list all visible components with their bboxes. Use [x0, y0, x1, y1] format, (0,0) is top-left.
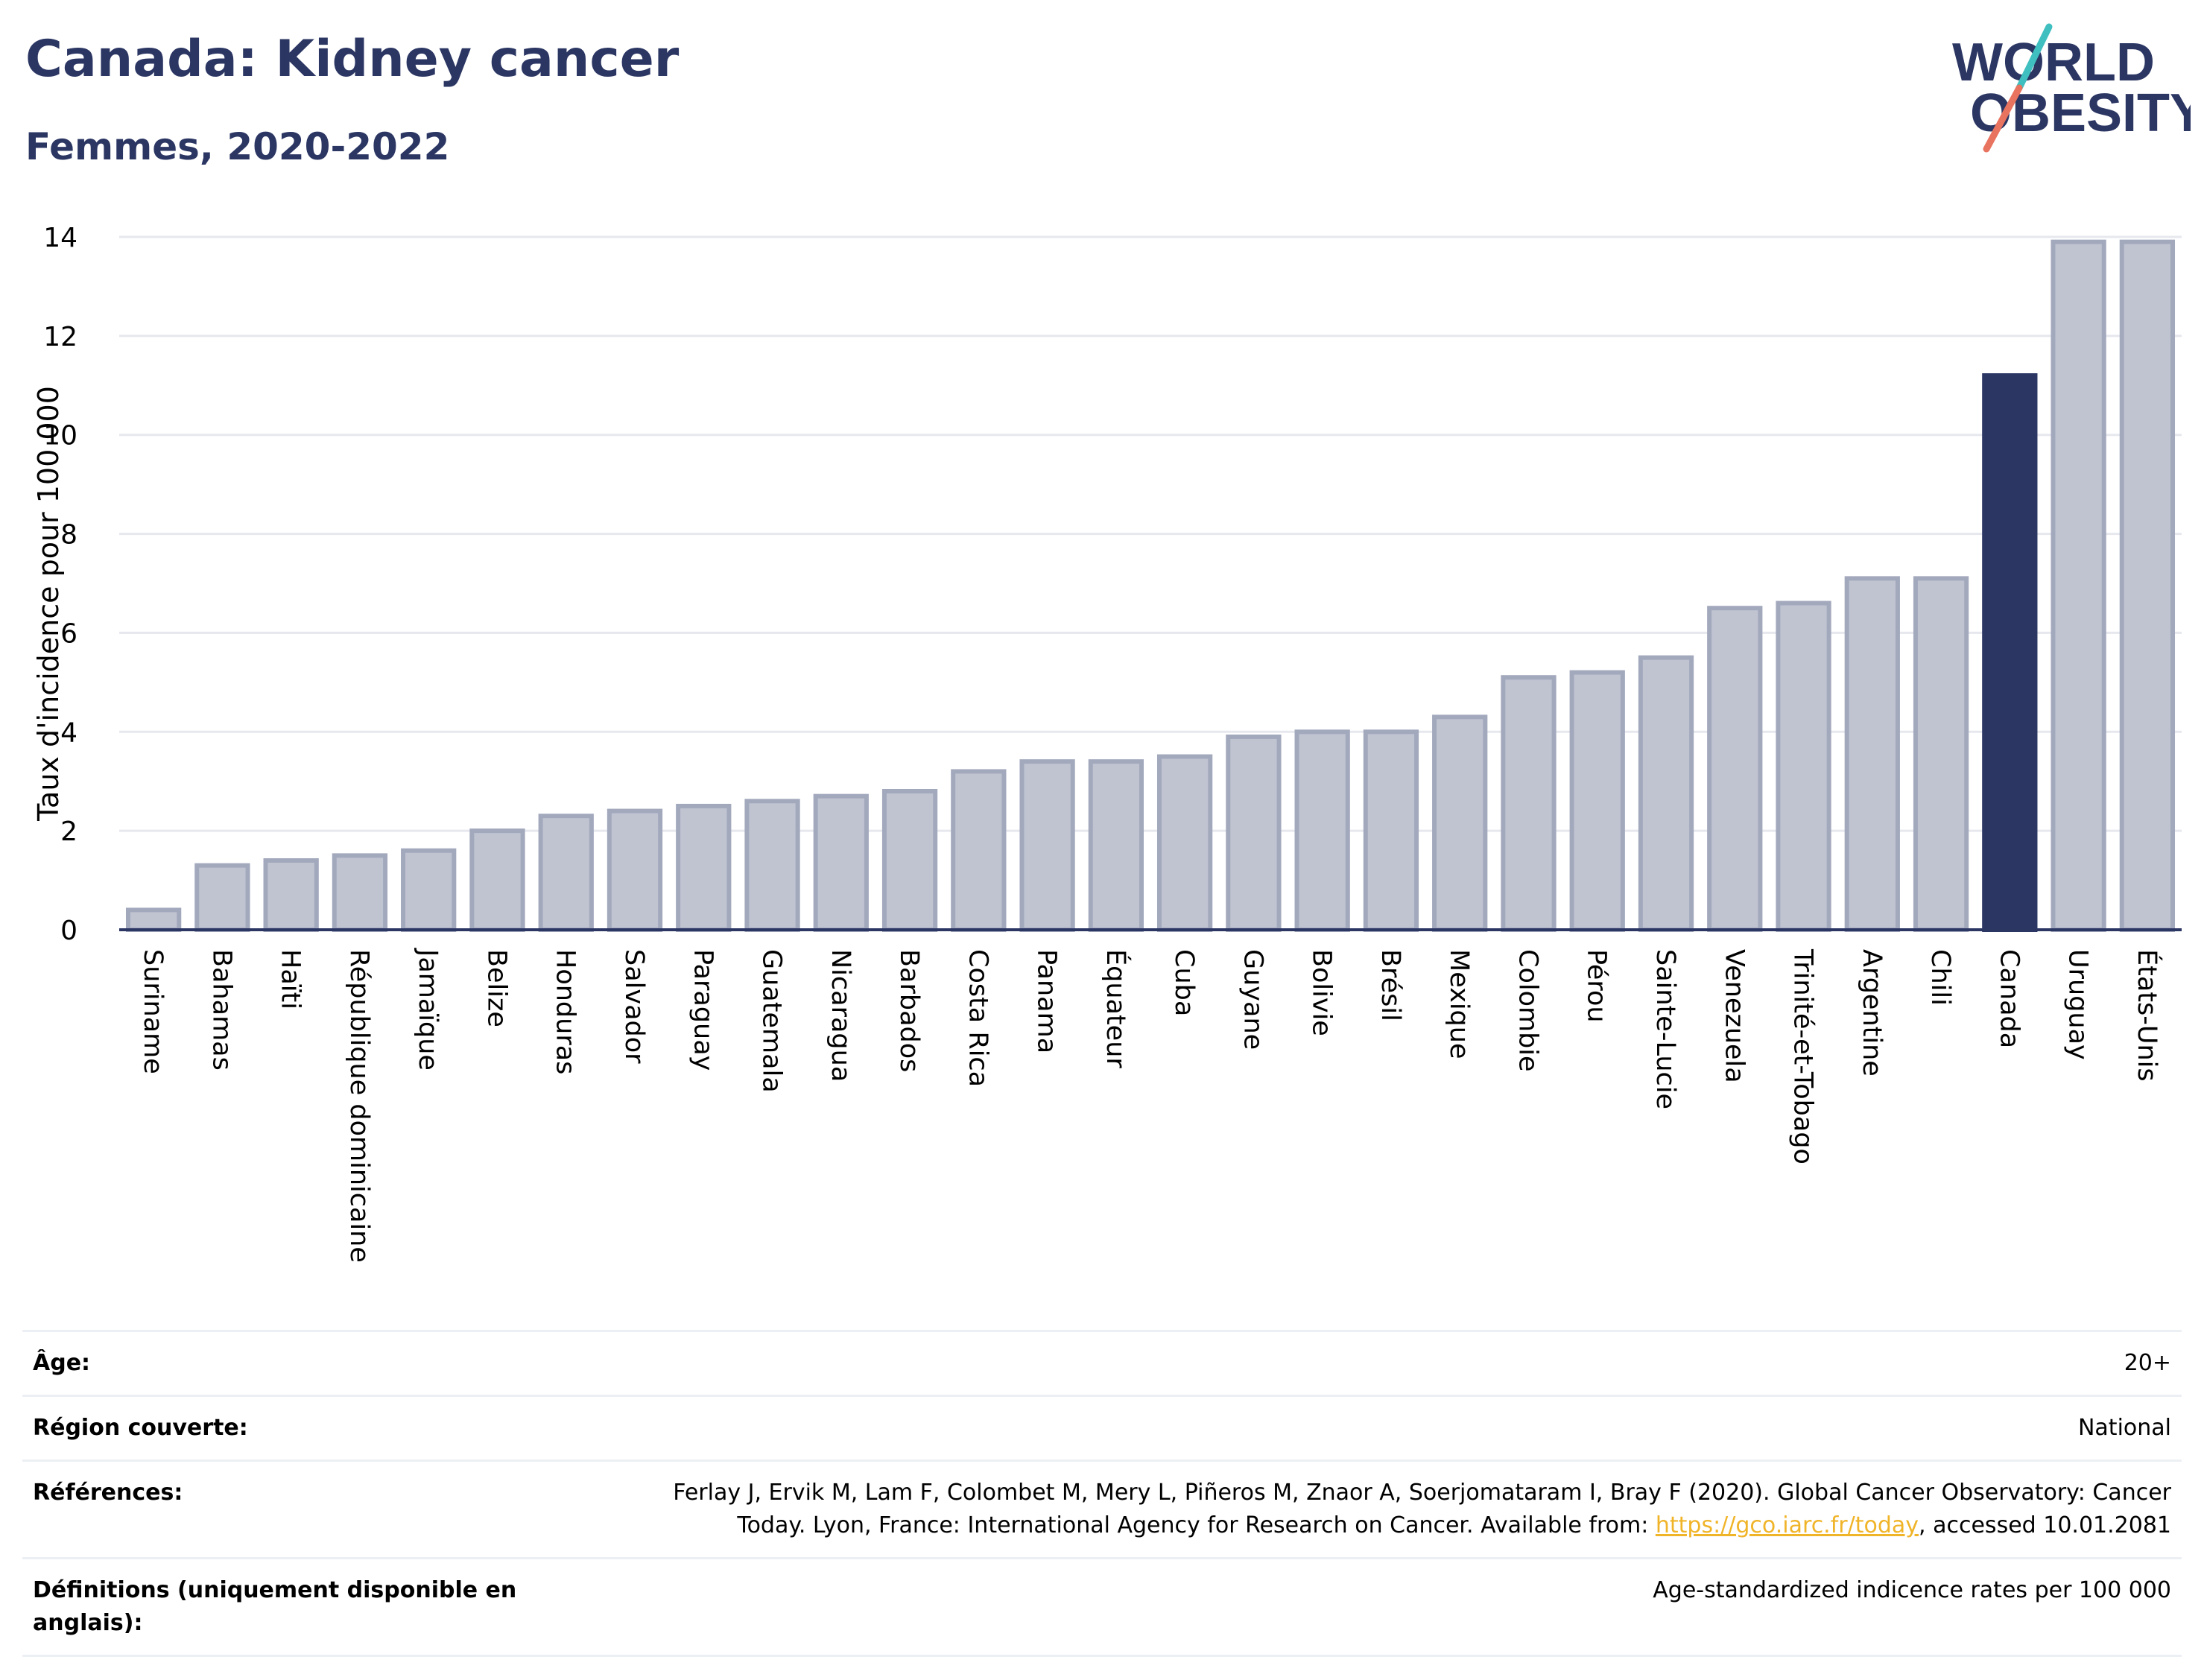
definitions-label: Définitions (uniquement disponible en an… [33, 1577, 517, 1636]
bar-mexique [1432, 714, 1488, 932]
x-tick-label: Salvador [619, 949, 649, 1064]
references-link[interactable]: https://gco.iarc.fr/today [1655, 1512, 1919, 1538]
x-tick-label: Mexique [1444, 949, 1474, 1059]
x-tick-label: Barbados [894, 949, 924, 1072]
y-tick-labels: 0 2 4 6 8 10 12 14 [43, 223, 77, 946]
region-value: National [2077, 1415, 2171, 1441]
info-row-region: Région couverte: National [22, 1395, 2182, 1461]
world-obesity-logo: WORLD OBESITY [1952, 23, 2191, 153]
bar-cuba [1156, 754, 1213, 932]
x-tick-label: Venezuela [1719, 949, 1749, 1083]
bar-république-dominicaine [332, 853, 388, 933]
bar-salvador [607, 808, 663, 932]
bar-brésil [1363, 729, 1419, 932]
x-tick-label: Sainte-Lucie [1650, 949, 1680, 1109]
x-tick-label: Cuba [1169, 949, 1199, 1016]
y-tick-label: 6 [60, 618, 77, 649]
references-label: Références: [33, 1480, 183, 1506]
logo-slash-coral [1983, 84, 2023, 153]
x-tick-label: Brésil [1375, 949, 1405, 1021]
x-tick-label: Équateur [1101, 949, 1132, 1068]
x-tick-label: Costa Rica [963, 949, 992, 1087]
x-tick-label: Canada [1994, 949, 2024, 1048]
bar-bahamas [194, 863, 250, 932]
y-tick-label: 0 [60, 916, 77, 946]
x-tick-label: États-Unis [2132, 949, 2163, 1082]
bar-trinité-et-tobago [1776, 600, 1831, 932]
bar-états-unis [2119, 239, 2176, 932]
x-tick-label: République dominicaine [344, 949, 374, 1263]
bar-colombie [1501, 675, 1557, 932]
x-tick-label: Bolivie [1307, 949, 1337, 1036]
bar-bolivie [1294, 729, 1350, 932]
y-tick-label: 2 [60, 817, 77, 847]
info-table: Âge: 20+ Région couverte: National Référ… [22, 1330, 2182, 1657]
x-tick-label: Trinité-et-Tobago [1788, 948, 1818, 1164]
x-tick-labels: Suriname Bahamas Haïti République dominicai… [138, 948, 2163, 1263]
bar-guyane [1226, 734, 1282, 933]
chart-title: Canada: Kidney cancer [25, 30, 680, 89]
bar-argentine [1844, 576, 1900, 932]
x-tick-label: Pérou [1582, 949, 1612, 1023]
x-tick-label: Jamaïque [413, 948, 443, 1071]
definitions-value: Age-standardized indicence rates per 100… [1653, 1577, 2171, 1603]
references-value: Ferlay J, Ervik M, Lam F, Colombet M, Me… [565, 1461, 2182, 1559]
x-tick-label: Bahamas [206, 949, 236, 1071]
chart-subtitle: Femmes, 2020-2022 [25, 125, 450, 168]
x-tick-label: Suriname [138, 949, 168, 1074]
bar-chart: 0 2 4 6 8 10 12 14 Suriname Bahamas Haïti Républiq… [32, 223, 2182, 1263]
bar-barbados [881, 789, 938, 932]
logo-slash-teal [2015, 23, 2053, 92]
x-tick-label: Paraguay [688, 949, 718, 1071]
references-text-1: Ferlay J, Ervik M, Lam F, Colombet M, Me… [673, 1480, 2171, 1506]
info-row-definitions: Définitions (uniquement disponible en an… [22, 1558, 2182, 1656]
bar-suriname [125, 907, 182, 933]
x-tick-label: Colombie [1513, 949, 1542, 1072]
x-tick-label: Guyane [1238, 949, 1267, 1050]
info-row-references: Références: Ferlay J, Ervik M, Lam F, Co… [22, 1460, 2182, 1559]
x-tick-label: Guatemala [757, 949, 787, 1093]
x-tick-label: Argentine [1857, 949, 1887, 1077]
bar-haïti [263, 858, 319, 932]
bars [125, 239, 2176, 933]
bar-honduras [538, 814, 594, 932]
bar-panama [1019, 759, 1075, 933]
bar-paraguay [676, 803, 732, 933]
bar-belize [469, 828, 525, 932]
info-row-age: Âge: 20+ [22, 1331, 2182, 1396]
bar-uruguay [2051, 239, 2106, 932]
bar-chili [1913, 576, 1969, 932]
bar-costa-rica [951, 769, 1007, 933]
bar-venezuela [1707, 606, 1763, 932]
y-axis-label: Taux d'incidence pour 100 000 [32, 386, 65, 822]
y-tick-label: 8 [60, 520, 77, 551]
bar-sainte-lucie [1638, 655, 1694, 933]
x-tick-label: Panama [1032, 949, 1062, 1053]
y-tick-label: 10 [43, 421, 77, 451]
y-tick-label: 12 [43, 322, 77, 352]
bar-canada [1982, 373, 2038, 932]
x-tick-label: Chili [1925, 949, 1955, 1006]
x-tick-label: Honduras [551, 949, 580, 1074]
references-text-2: Today. Lyon, France: International Agenc… [737, 1512, 1656, 1538]
x-tick-label: Nicaragua [826, 949, 855, 1082]
region-label: Région couverte: [33, 1415, 248, 1441]
y-tick-label: 14 [43, 223, 77, 253]
references-text-3: , accessed 10.01.2081 [1919, 1512, 2171, 1538]
bar-équateur [1088, 759, 1144, 933]
logo-line-1: WORLD [1952, 33, 2155, 92]
age-value: 20+ [2124, 1350, 2171, 1376]
bar-jamaïque [401, 848, 457, 932]
x-tick-label: Belize [481, 949, 511, 1027]
age-label: Âge: [33, 1350, 91, 1376]
bar-guatemala [744, 799, 800, 933]
bar-pérou [1569, 670, 1625, 932]
y-tick-label: 4 [60, 717, 77, 748]
x-tick-label: Haïti [276, 949, 305, 1009]
x-tick-label: Uruguay [2063, 949, 2093, 1060]
bar-nicaragua [813, 793, 869, 932]
